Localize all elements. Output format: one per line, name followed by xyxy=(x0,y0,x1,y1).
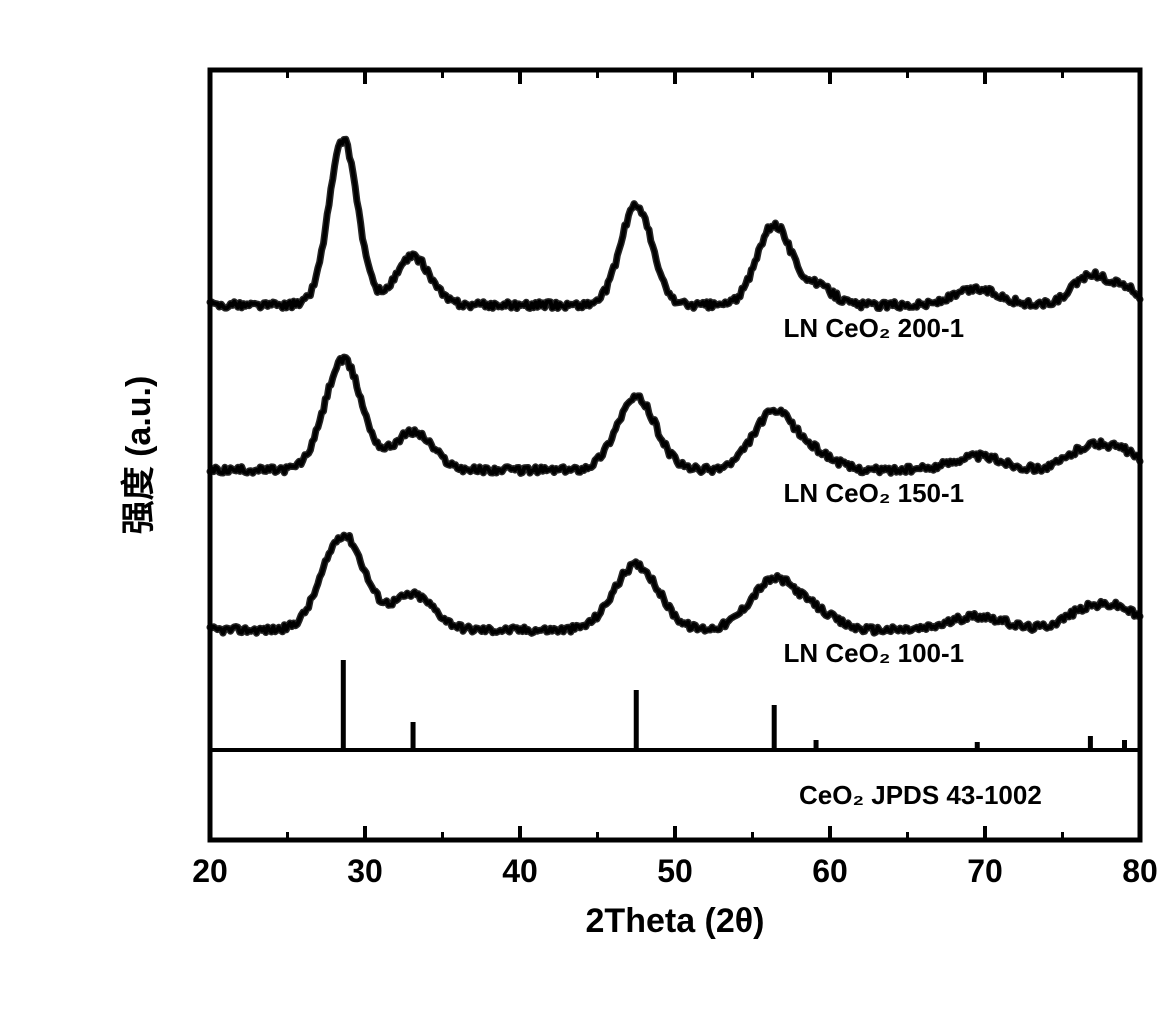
xrd-trace xyxy=(210,535,1140,633)
xtick-label: 20 xyxy=(192,853,228,889)
trace-label: LN CeO₂ 100-1 xyxy=(784,638,965,668)
xtick-label: 60 xyxy=(812,853,848,889)
x-axis-label: 2Theta (2θ) xyxy=(586,902,765,940)
xrd-chart: 203040506070802Theta (2θ)强度 (a.u.)CeO₂ J… xyxy=(60,30,1110,930)
xtick-label: 80 xyxy=(1122,853,1158,889)
reference-label: CeO₂ JPDS 43-1002 xyxy=(799,780,1042,810)
trace-label: LN CeO₂ 150-1 xyxy=(784,478,965,508)
xtick-label: 70 xyxy=(967,853,1003,889)
xtick-label: 30 xyxy=(347,853,383,889)
trace-label: LN CeO₂ 200-1 xyxy=(784,313,965,343)
xtick-label: 50 xyxy=(657,853,693,889)
xtick-label: 40 xyxy=(502,853,538,889)
xrd-trace xyxy=(210,139,1140,308)
chart-svg: 20 30 40 50 60 70 80 2Theta (2θ) 强度 (a.u.) CeO₂ J… xyxy=(60,30,1171,1013)
y-axis-label: 强度 (a.u.) xyxy=(120,376,158,535)
